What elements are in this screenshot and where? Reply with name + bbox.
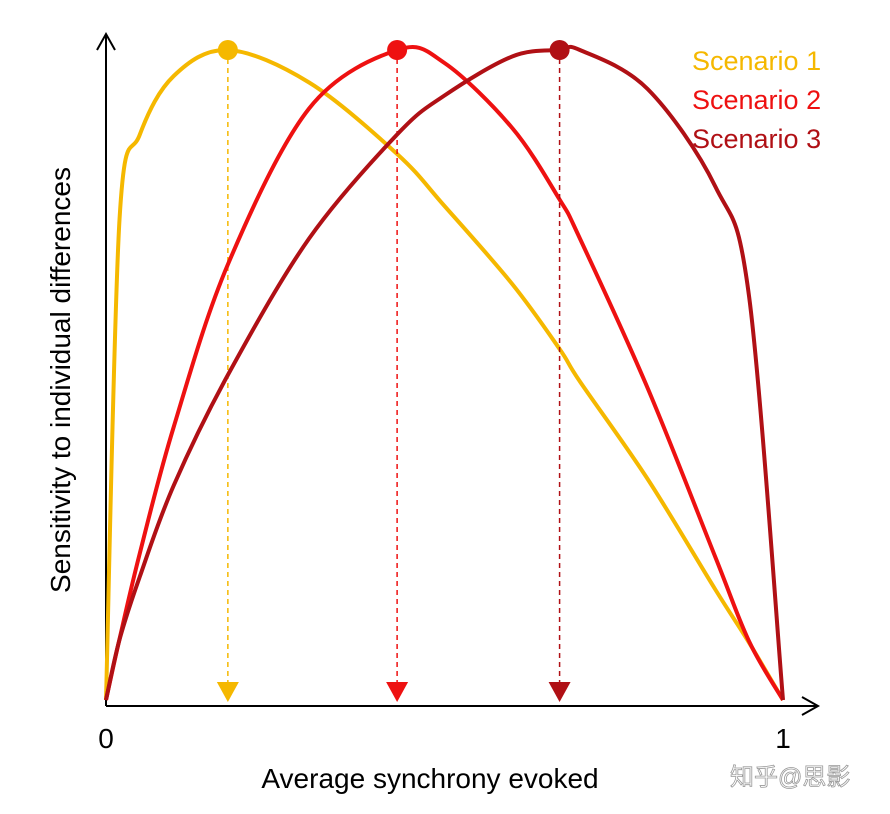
legend-scenario-3: Scenario 3 [692,124,821,154]
x-tick-label-1: 1 [775,723,791,754]
peak-arrow-scenario-2 [386,682,409,702]
peak-arrow-scenario-1 [216,682,239,702]
peak-arrow-scenario-3 [548,682,571,702]
x-tick-label-0: 0 [98,723,114,754]
peak-point-scenario-3 [549,40,570,60]
y-axis-label: Sensitivity to individual differences [45,167,76,593]
series-line-scenario-1 [104,47,785,702]
y-axis-arrow [96,31,116,51]
series-line-scenario-2 [104,45,785,702]
x-axis-label: Average synchrony evoked [261,763,598,794]
legend-scenario-2: Scenario 2 [692,85,821,115]
x-axis-arrow [801,696,821,716]
watermark: 知乎@思影 [730,764,850,791]
peak-point-scenario-1 [217,40,238,60]
peak-point-scenario-2 [387,40,408,60]
series-line-scenario-3 [104,44,785,701]
legend-scenario-1: Scenario 1 [692,46,821,76]
